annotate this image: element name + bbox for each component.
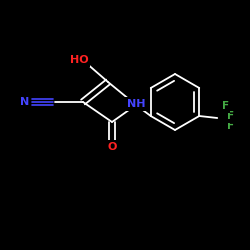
Text: N: N xyxy=(20,97,30,107)
Text: F: F xyxy=(227,121,234,131)
Text: NH: NH xyxy=(127,99,145,109)
Text: O: O xyxy=(107,142,117,152)
Text: HO: HO xyxy=(70,55,88,65)
Text: F: F xyxy=(222,101,229,111)
Text: F: F xyxy=(227,111,234,121)
